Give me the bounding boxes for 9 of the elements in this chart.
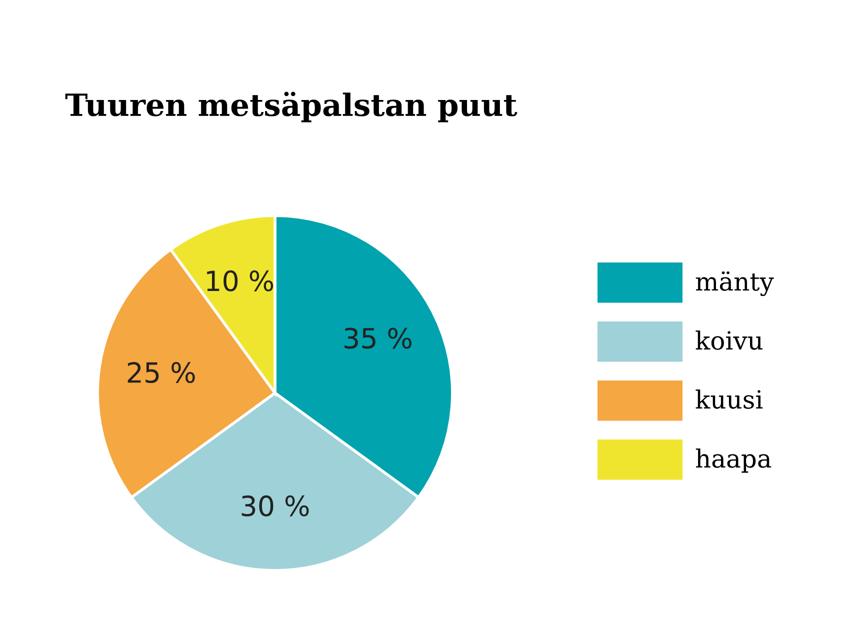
chart-title: Tuuren metsäpalstan puut <box>65 92 518 122</box>
data-label: 10 % <box>207 270 274 292</box>
legend-label: mänty <box>696 271 774 296</box>
legend-label: kuusi <box>696 390 763 409</box>
legend-label: haapa <box>696 448 772 473</box>
legend-label: koivu <box>696 330 762 350</box>
data-label: 35 % <box>344 328 412 349</box>
data-label: 30 % <box>242 495 309 516</box>
data-label: 25 % <box>128 362 195 384</box>
